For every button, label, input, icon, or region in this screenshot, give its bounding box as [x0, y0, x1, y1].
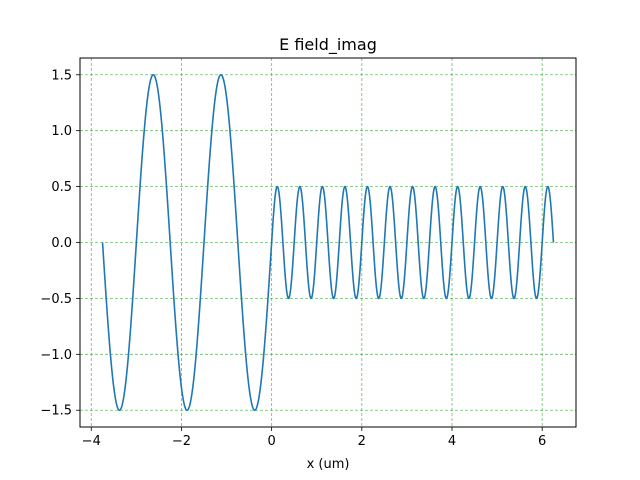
x-tick-label: 0	[267, 434, 275, 449]
x-tick-label: 2	[358, 434, 366, 449]
grid	[80, 58, 576, 427]
y-tick-label: 0.0	[51, 236, 72, 251]
y-tick-label: 1.5	[51, 68, 72, 83]
x-axis-label: x (um)	[307, 457, 350, 472]
y-tick-label: −1.0	[40, 348, 72, 363]
chart-title: E field_imag	[279, 35, 377, 55]
y-tick-label: 1.0	[51, 124, 72, 139]
y-tick-label: −1.5	[40, 404, 72, 419]
x-tick-label: 6	[538, 434, 546, 449]
ticks: −4 −2 0 2 4 6 −1.5 −1.0 −0.5 0.0 0.5 1.0 1.5	[40, 68, 546, 449]
y-tick-label: 0.5	[51, 180, 72, 195]
plot-area	[101, 73, 555, 412]
y-tick-label: −0.5	[40, 292, 72, 307]
x-tick-label: 4	[448, 434, 456, 449]
x-tick-label: −4	[82, 434, 101, 449]
x-tick-label: −2	[172, 434, 191, 449]
series-line-0	[101, 73, 555, 412]
